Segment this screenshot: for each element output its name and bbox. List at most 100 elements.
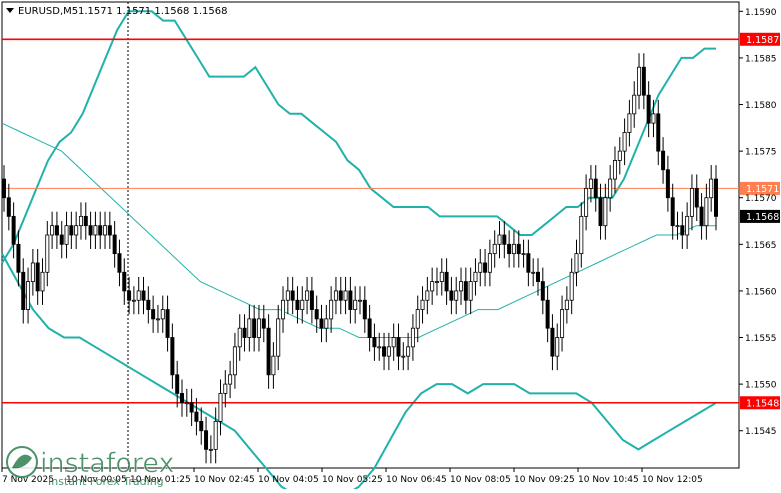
candle-body xyxy=(521,253,526,256)
candle-body xyxy=(338,290,343,301)
candle-body xyxy=(468,281,473,301)
candle-body xyxy=(21,271,26,310)
candle-body xyxy=(555,337,560,357)
candle-body xyxy=(35,262,40,292)
candle-body xyxy=(59,234,64,245)
candle-body xyxy=(617,150,622,161)
candle-body xyxy=(218,393,223,422)
candle-body xyxy=(415,309,420,329)
candle-body xyxy=(516,243,521,255)
candle-body xyxy=(309,290,314,310)
candle-body xyxy=(295,299,300,310)
price-tick-label: 1.1580 xyxy=(745,101,777,111)
candle-body xyxy=(694,187,699,208)
time-tick-label: 10 Nov 12:05 xyxy=(642,475,703,485)
candle-body xyxy=(170,337,175,376)
candle-body xyxy=(146,299,151,310)
candle-body xyxy=(204,430,209,450)
candle-body xyxy=(622,132,627,152)
time-tick-label: 10 Nov 10:45 xyxy=(578,475,639,485)
candle-body xyxy=(281,299,286,320)
candle-body xyxy=(661,150,666,171)
candle-body xyxy=(536,271,541,282)
candle-body xyxy=(26,281,31,310)
time-tick-label: 10 Nov 05:25 xyxy=(322,475,383,485)
candle-body xyxy=(704,197,709,227)
candle-body xyxy=(511,243,516,255)
price-axis: 1.1590 1.1585 1.1580 1.1575 1.1570 1.1565 1.15… xyxy=(739,8,777,437)
candle-body xyxy=(502,234,507,245)
candle-body xyxy=(329,299,334,320)
candle-body xyxy=(50,225,55,236)
candle-body xyxy=(300,299,305,310)
candle-body xyxy=(689,187,694,217)
bollinger-middle-line xyxy=(1,122,716,338)
candle-body xyxy=(459,281,464,292)
candle-body xyxy=(579,215,584,255)
candle-body xyxy=(420,299,425,310)
candle-body xyxy=(564,299,569,310)
candle-body xyxy=(598,197,603,227)
candle-body xyxy=(497,234,502,245)
candle-body xyxy=(454,290,459,301)
candle-body xyxy=(237,327,242,348)
price-tick-label: 1.1575 xyxy=(745,148,777,158)
candle-body xyxy=(637,66,642,96)
candle-body xyxy=(401,355,406,358)
candle-body xyxy=(189,402,194,413)
candle-body xyxy=(69,225,74,236)
candle-body xyxy=(406,346,411,357)
candle-body xyxy=(54,225,59,236)
candle-body xyxy=(155,318,160,321)
candle-body xyxy=(271,355,276,376)
candle-body xyxy=(232,346,237,376)
candle-body xyxy=(608,178,613,199)
price-tick-label: 1.1560 xyxy=(745,287,777,297)
candle-body xyxy=(314,309,319,320)
candle-body xyxy=(305,290,310,301)
candle-body xyxy=(179,393,184,404)
price-tick-label: 1.1565 xyxy=(745,241,777,251)
candle-body xyxy=(2,178,7,199)
time-tick-label: 10 Nov 06:45 xyxy=(386,475,447,485)
candle-body xyxy=(103,225,108,236)
candle-body xyxy=(372,337,377,348)
candle-body xyxy=(463,281,468,301)
symbol-label: EURUSD,M5 xyxy=(18,6,78,17)
logo-leaf-icon xyxy=(12,454,32,469)
candle-body xyxy=(112,234,117,255)
candle-body xyxy=(670,197,675,227)
candle-body xyxy=(632,94,637,115)
time-axis: 7 Nov 2025 10 Nov 00:05 10 Nov 01:25 10 Nov… xyxy=(1,468,703,485)
candle-body xyxy=(685,215,690,236)
candle-body xyxy=(699,206,704,227)
candle-body xyxy=(391,337,396,348)
candle-body xyxy=(353,299,358,310)
candle-body xyxy=(593,178,598,199)
time-tick-label: 10 Nov 09:25 xyxy=(514,475,575,485)
candle-body xyxy=(223,383,228,394)
candle-body xyxy=(256,318,261,338)
price-tick-label: 1.1555 xyxy=(745,334,777,344)
last-price-tag xyxy=(740,209,780,223)
level-price-tag xyxy=(740,396,780,410)
candle-body xyxy=(16,243,21,273)
price-tick-label: 1.1550 xyxy=(745,381,777,391)
candle-body xyxy=(574,253,579,273)
candle-body xyxy=(127,290,132,301)
time-tick-label: 10 Nov 01:25 xyxy=(130,475,191,485)
candle-body xyxy=(410,327,415,348)
level-price-label: 1.1571 xyxy=(746,184,779,195)
candle-body xyxy=(276,318,281,357)
candle-body xyxy=(64,225,69,245)
candle-body xyxy=(651,113,656,124)
price-tick-label: 1.1590 xyxy=(745,8,777,18)
candle-body xyxy=(141,290,146,301)
logo-wordmark: instaforex xyxy=(40,448,174,479)
level-price-label: 1.1587 xyxy=(746,35,779,46)
price-tick-label: 1.1585 xyxy=(745,54,777,64)
candle-body xyxy=(367,318,372,338)
dropdown-triangle-icon[interactable] xyxy=(6,8,14,13)
candle-body xyxy=(507,243,512,255)
